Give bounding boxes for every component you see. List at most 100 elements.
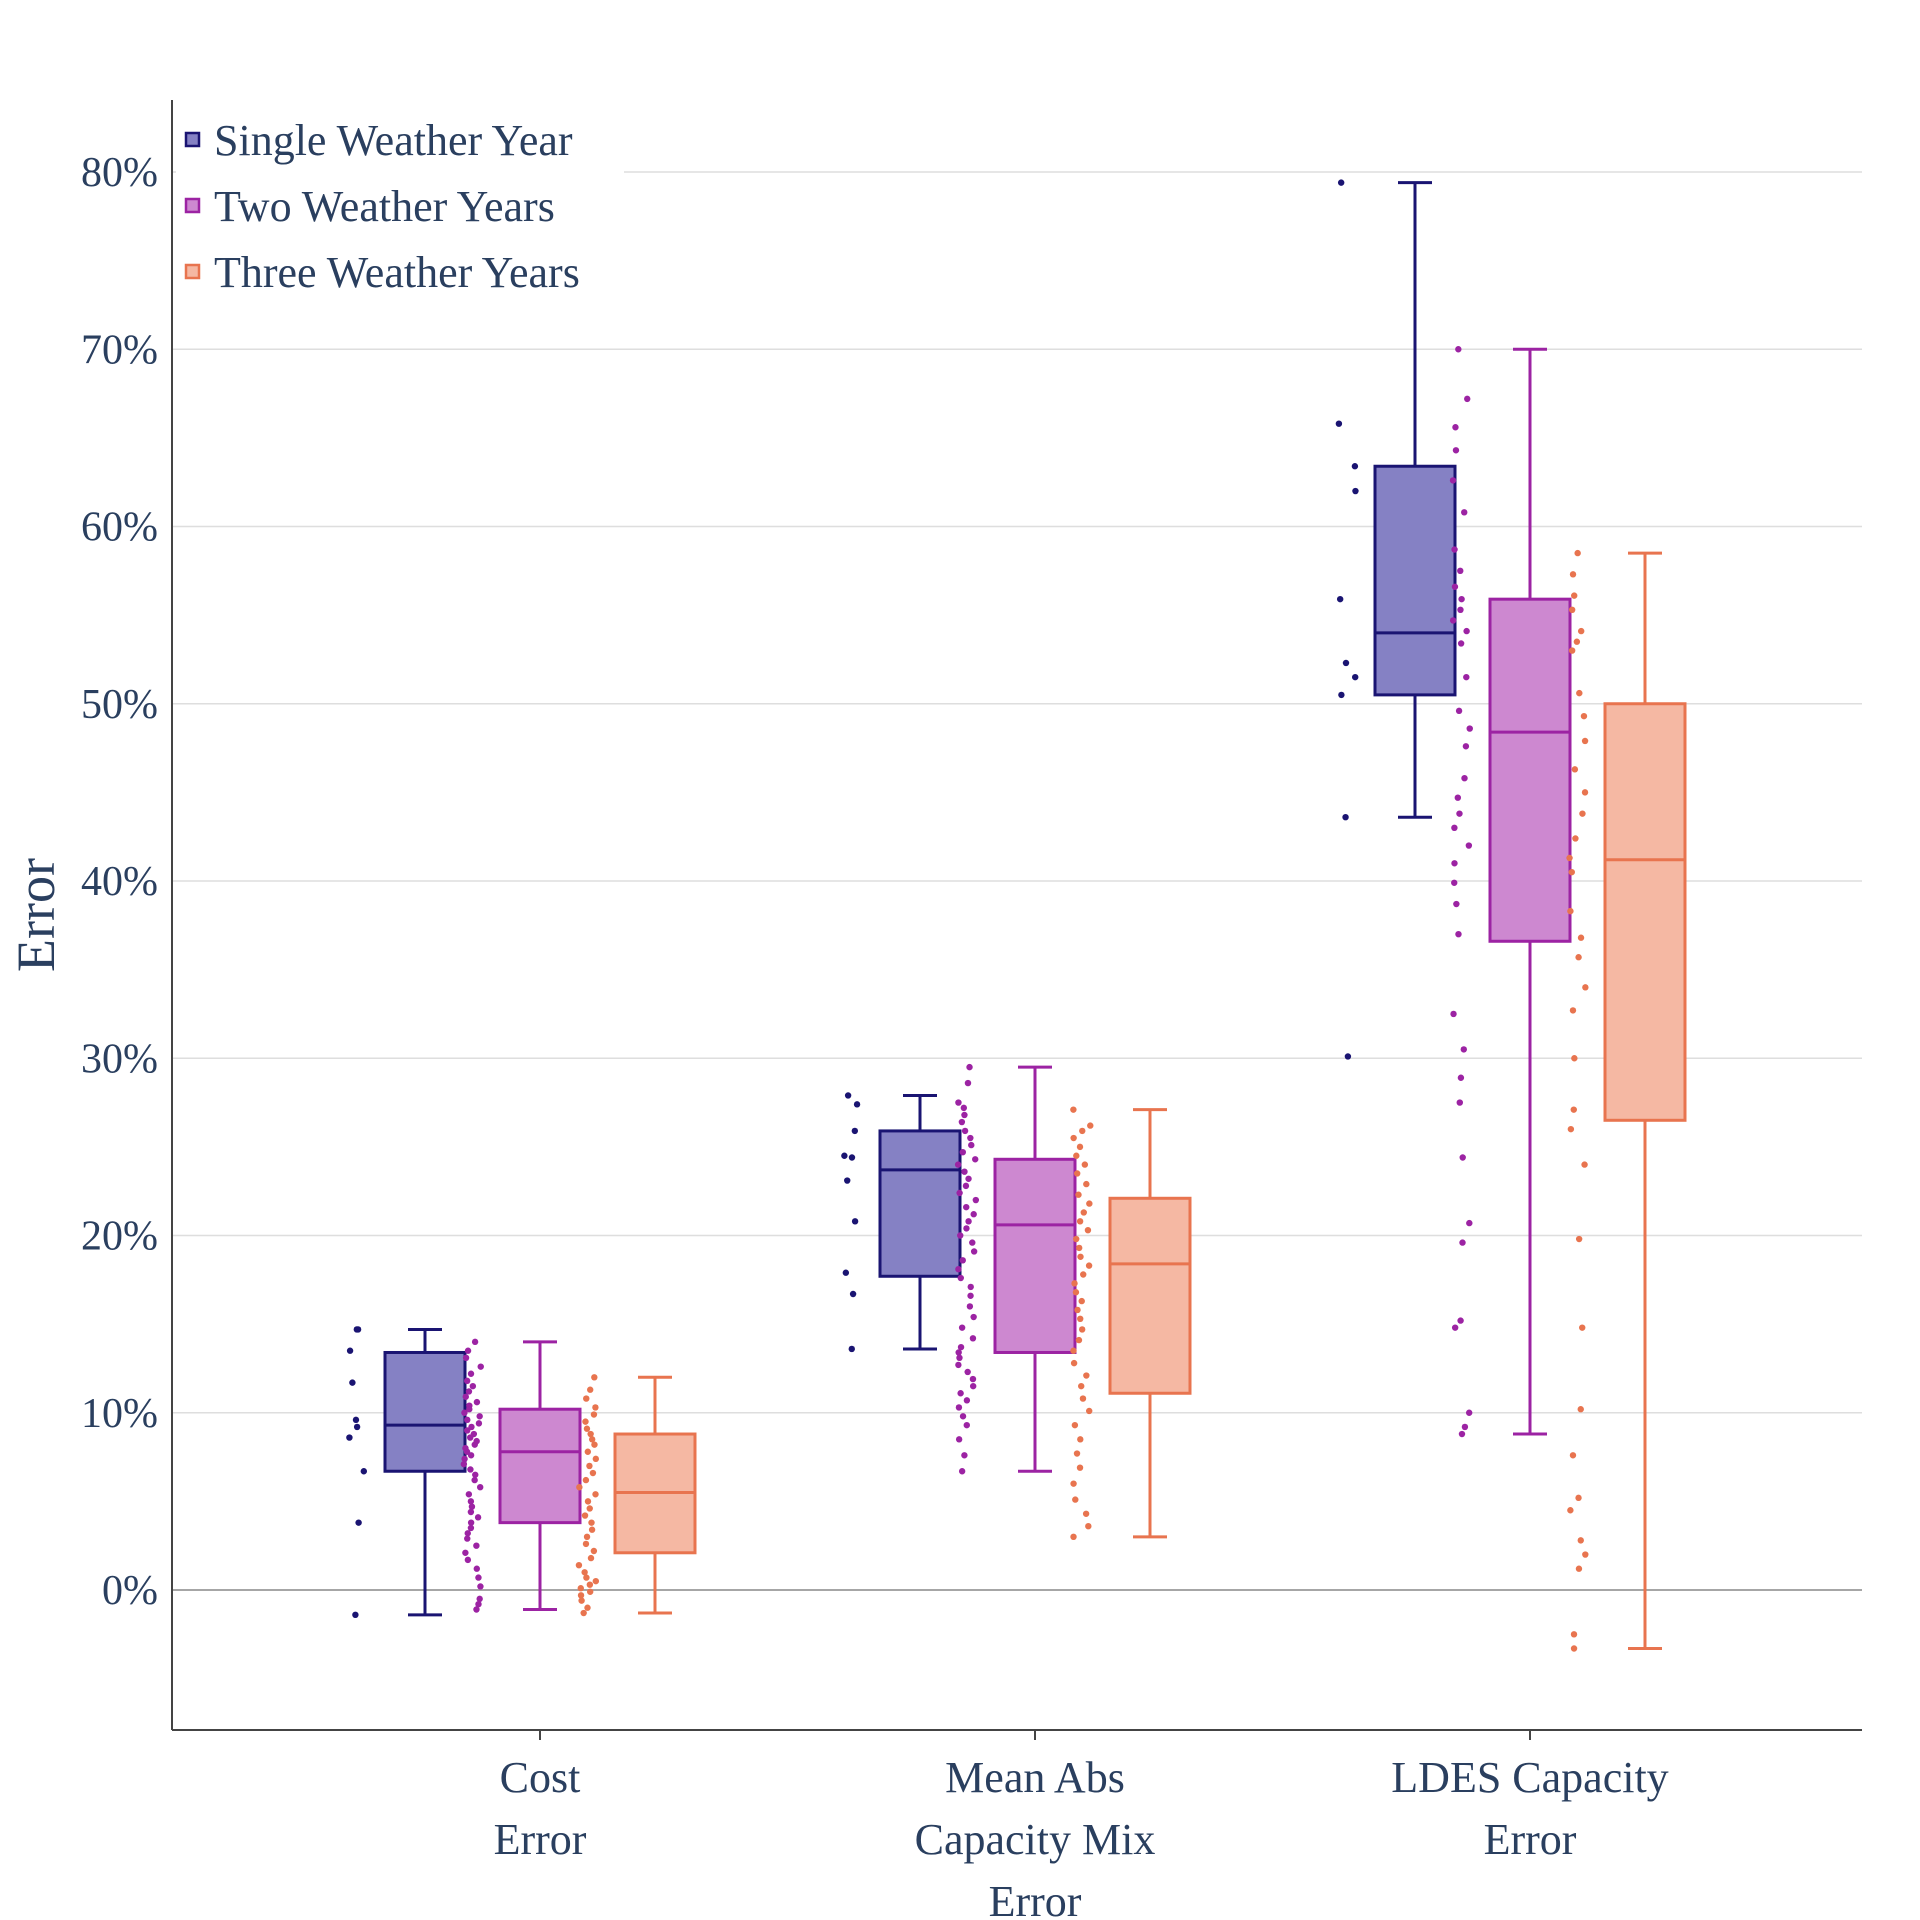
data-point bbox=[1342, 813, 1349, 821]
data-point bbox=[1455, 707, 1463, 715]
data-point bbox=[1338, 691, 1345, 699]
legend-background bbox=[176, 106, 624, 306]
data-point bbox=[462, 1354, 470, 1362]
data-point bbox=[1579, 1324, 1586, 1331]
data-point bbox=[1572, 835, 1579, 842]
y-tick-label: 10% bbox=[81, 1391, 158, 1437]
data-point bbox=[1071, 1280, 1078, 1287]
data-point bbox=[960, 1104, 968, 1112]
data-point bbox=[1577, 1406, 1584, 1413]
data-point bbox=[842, 1269, 850, 1276]
data-point bbox=[1569, 571, 1577, 578]
data-point bbox=[1451, 860, 1458, 867]
data-point bbox=[466, 1406, 473, 1413]
data-point bbox=[1461, 774, 1468, 782]
data-point bbox=[1571, 766, 1579, 773]
data-point bbox=[1580, 712, 1588, 720]
box-1-0 bbox=[498, 1340, 582, 1611]
data-point bbox=[1575, 1235, 1583, 1243]
data-point bbox=[475, 1574, 482, 1581]
data-point bbox=[1581, 789, 1589, 796]
data-point bbox=[966, 1063, 973, 1071]
data-point bbox=[1072, 1289, 1080, 1296]
data-point bbox=[467, 1434, 474, 1441]
x-category-label: LDES Capacity bbox=[1391, 1753, 1668, 1802]
data-point bbox=[959, 1148, 967, 1156]
data-point bbox=[1576, 689, 1583, 697]
legend-label: Two Weather Years bbox=[214, 182, 555, 231]
data-point bbox=[471, 1476, 478, 1484]
data-point bbox=[476, 1595, 483, 1603]
data-point bbox=[468, 1503, 476, 1510]
data-point bbox=[965, 1175, 972, 1182]
data-point bbox=[848, 1345, 855, 1353]
data-point bbox=[967, 1283, 974, 1291]
data-point bbox=[349, 1379, 356, 1386]
data-point bbox=[475, 1600, 482, 1608]
data-point bbox=[1073, 1450, 1081, 1457]
data-point bbox=[471, 1338, 479, 1346]
data-point bbox=[1569, 1007, 1577, 1014]
data-point bbox=[1450, 1010, 1457, 1018]
data-point bbox=[851, 1218, 859, 1225]
box-1-1 bbox=[993, 1065, 1077, 1473]
data-point bbox=[1582, 984, 1589, 991]
data-point bbox=[1575, 1565, 1583, 1572]
data-point bbox=[465, 1388, 473, 1395]
data-point bbox=[962, 1182, 970, 1190]
data-point bbox=[467, 1370, 475, 1377]
data-point bbox=[1568, 606, 1576, 614]
data-point bbox=[849, 1290, 857, 1298]
data-point bbox=[592, 1491, 599, 1498]
data-point bbox=[1086, 1200, 1093, 1207]
box-2-2 bbox=[1603, 551, 1687, 1650]
data-point bbox=[463, 1377, 471, 1385]
data-point bbox=[1073, 1170, 1081, 1177]
axes bbox=[171, 100, 1862, 1731]
data-point bbox=[853, 1101, 861, 1108]
data-point bbox=[844, 1177, 851, 1184]
data-point bbox=[1083, 1372, 1090, 1379]
data-point bbox=[958, 1468, 966, 1475]
data-point bbox=[464, 1530, 471, 1537]
data-point bbox=[966, 1303, 974, 1310]
data-point bbox=[1080, 1271, 1087, 1278]
data-point bbox=[473, 1565, 480, 1572]
data-point bbox=[1071, 1421, 1079, 1429]
data-point bbox=[590, 1547, 598, 1555]
data-point bbox=[1579, 810, 1586, 817]
data-point bbox=[1087, 1122, 1094, 1129]
data-point bbox=[1451, 824, 1458, 832]
x-category-label: Cost bbox=[500, 1753, 581, 1802]
data-point bbox=[582, 1540, 590, 1548]
data-point bbox=[1577, 1537, 1584, 1544]
data-point bbox=[1342, 659, 1350, 667]
data-point bbox=[586, 1505, 593, 1512]
data-point bbox=[1567, 1507, 1574, 1514]
data-point bbox=[1075, 1336, 1083, 1344]
data-point bbox=[576, 1483, 583, 1491]
data-point bbox=[1459, 1154, 1466, 1161]
data-point bbox=[590, 1411, 598, 1418]
data-point bbox=[587, 1430, 594, 1438]
y-axis-title: Error bbox=[6, 858, 66, 972]
data-point bbox=[1451, 546, 1458, 553]
data-point bbox=[583, 1533, 591, 1541]
data-point bbox=[469, 1382, 477, 1390]
data-point bbox=[354, 1326, 362, 1333]
data-point bbox=[1460, 1046, 1468, 1053]
data-point bbox=[1070, 1134, 1077, 1142]
data-point bbox=[969, 1335, 977, 1342]
data-point bbox=[1452, 424, 1459, 431]
data-point bbox=[467, 1466, 474, 1473]
data-point bbox=[1457, 1074, 1465, 1081]
data-point bbox=[848, 1154, 856, 1161]
data-point bbox=[967, 1134, 974, 1142]
data-point bbox=[355, 1519, 362, 1526]
data-point bbox=[1451, 879, 1458, 886]
box-0-2 bbox=[1373, 181, 1457, 819]
data-point bbox=[467, 1519, 475, 1526]
data-point bbox=[346, 1434, 353, 1441]
data-point bbox=[1070, 1347, 1077, 1354]
